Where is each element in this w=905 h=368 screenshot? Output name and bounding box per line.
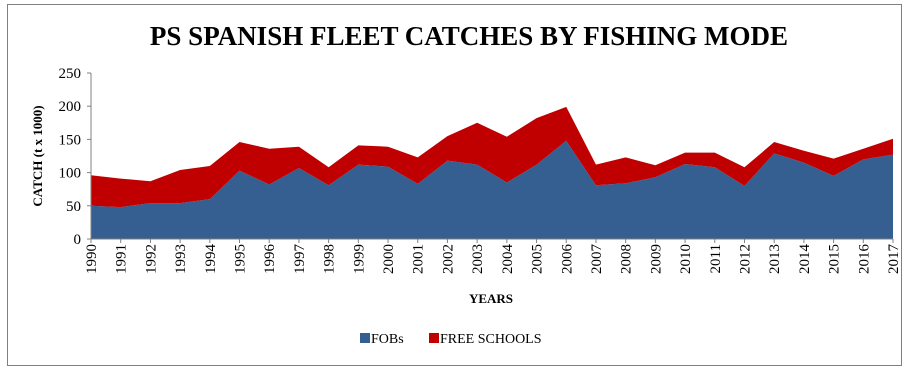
x-tick-label: 2013: [767, 244, 783, 274]
plot-areas: [91, 106, 893, 239]
x-tick-label: 2000: [381, 244, 397, 274]
x-tick-label: 1995: [233, 244, 249, 274]
chart-title: PS SPANISH FLEET CATCHES BY FISHING MODE: [150, 21, 788, 51]
y-tick-label: 100: [59, 166, 82, 182]
x-tick-label: 2012: [737, 244, 753, 274]
y-tick-label: 0: [74, 232, 82, 248]
x-tick-label: 2004: [500, 243, 516, 274]
legend-label: FOBs: [371, 332, 404, 347]
x-tick-label: 1990: [84, 244, 100, 274]
x-tick-label: 2017: [886, 244, 902, 275]
x-tick-label: 2011: [708, 244, 724, 273]
x-tick-labels: 1990 1991 1992 1993 1994 1995 1996 1997 1998 1999…: [84, 239, 902, 274]
x-tick-label: 1996: [262, 244, 278, 275]
legend: FOBs FREE SCHOOLS: [360, 332, 542, 347]
x-tick-label: 2010: [678, 244, 694, 274]
x-tick-label: 1993: [173, 244, 189, 274]
legend-label: FREE SCHOOLS: [440, 332, 542, 347]
area-series-fobs: [91, 140, 893, 239]
y-tick-label: 50: [66, 199, 81, 215]
x-tick-label: 2002: [440, 244, 456, 274]
x-tick-label: 2015: [827, 244, 843, 274]
x-tick-label: 2006: [559, 244, 575, 275]
x-tick-label: 1991: [114, 244, 130, 274]
area-series-free-schools: [91, 106, 893, 208]
x-tick-label: 2001: [411, 244, 427, 274]
x-tick-label: 1994: [203, 244, 219, 275]
legend-swatch: [360, 333, 370, 343]
x-tick-label: 1999: [351, 244, 367, 274]
axes: [90, 73, 893, 240]
x-tick-label: 2009: [648, 244, 664, 274]
x-tick-label: 2005: [530, 244, 546, 274]
x-tick-label: 2008: [619, 244, 635, 274]
x-tick-label: 1992: [143, 244, 159, 274]
x-tick-label: 2014: [797, 244, 813, 275]
x-tick-label: 2016: [856, 244, 872, 275]
x-axis-title: YEARS: [469, 291, 513, 306]
y-axis-title: CATCH (t x 1000): [30, 105, 45, 206]
legend-swatch: [429, 333, 439, 343]
y-tick-label: 200: [59, 99, 82, 115]
x-tick-label: 1997: [292, 244, 308, 275]
y-tick-label: 250: [59, 66, 82, 82]
x-tick-label: 2003: [470, 244, 486, 274]
x-tick-label: 2007: [589, 244, 605, 275]
x-tick-label: 1998: [322, 244, 338, 274]
y-tick-label: 150: [59, 132, 82, 148]
y-tick-labels: 0 50 100 150 200 250: [59, 66, 91, 248]
